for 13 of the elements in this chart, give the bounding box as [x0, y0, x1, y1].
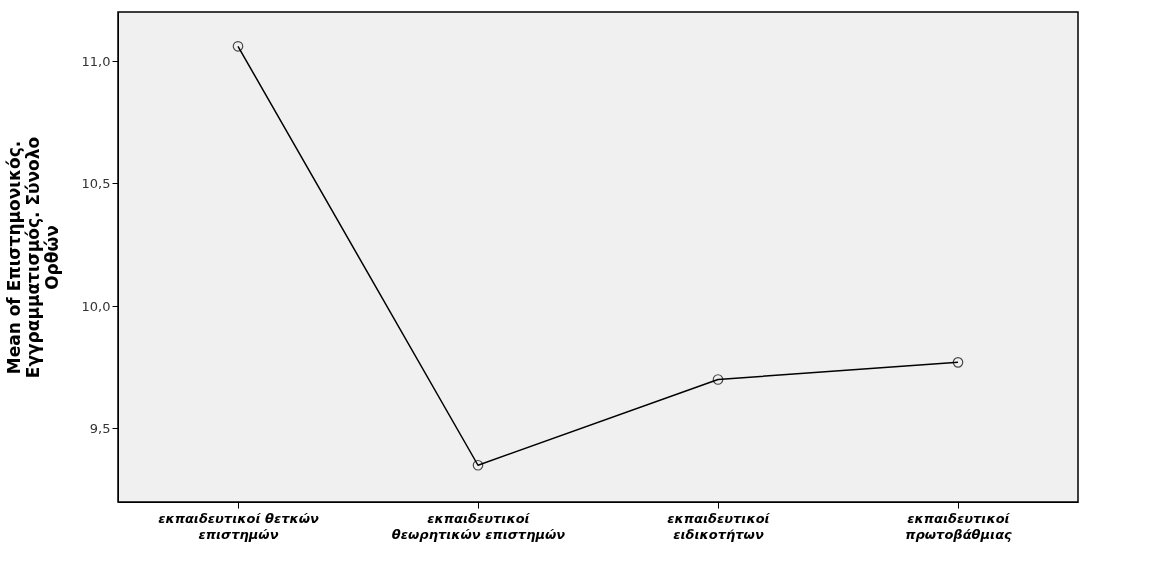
point — [472, 459, 484, 471]
x-tick-label: εκπαιδευτικοί θετκών επιστημών — [158, 510, 319, 542]
x-tick-label: εκπαιδευτικοί θεωρητικών επιστημών — [391, 510, 566, 542]
point — [712, 374, 724, 385]
x-tick-label: εκπαιδευτικοί πρωτοβάθμιας — [905, 510, 1013, 542]
y-axis-title: Mean of Επιστημονικός. Εγγραμματισμός. Σύνολο Ορθών — [3, 136, 62, 379]
point — [232, 40, 244, 52]
y-tick-label: 11,0 — [81, 53, 111, 69]
y-tick-label: 10,5 — [81, 176, 111, 191]
y-tick-label: 10,0 — [81, 298, 111, 314]
y-tick-label: 9,5 — [89, 421, 111, 436]
x-tick-label: εκπαιδευτικοί ειδικοτήτων — [667, 510, 771, 542]
point — [952, 357, 964, 368]
